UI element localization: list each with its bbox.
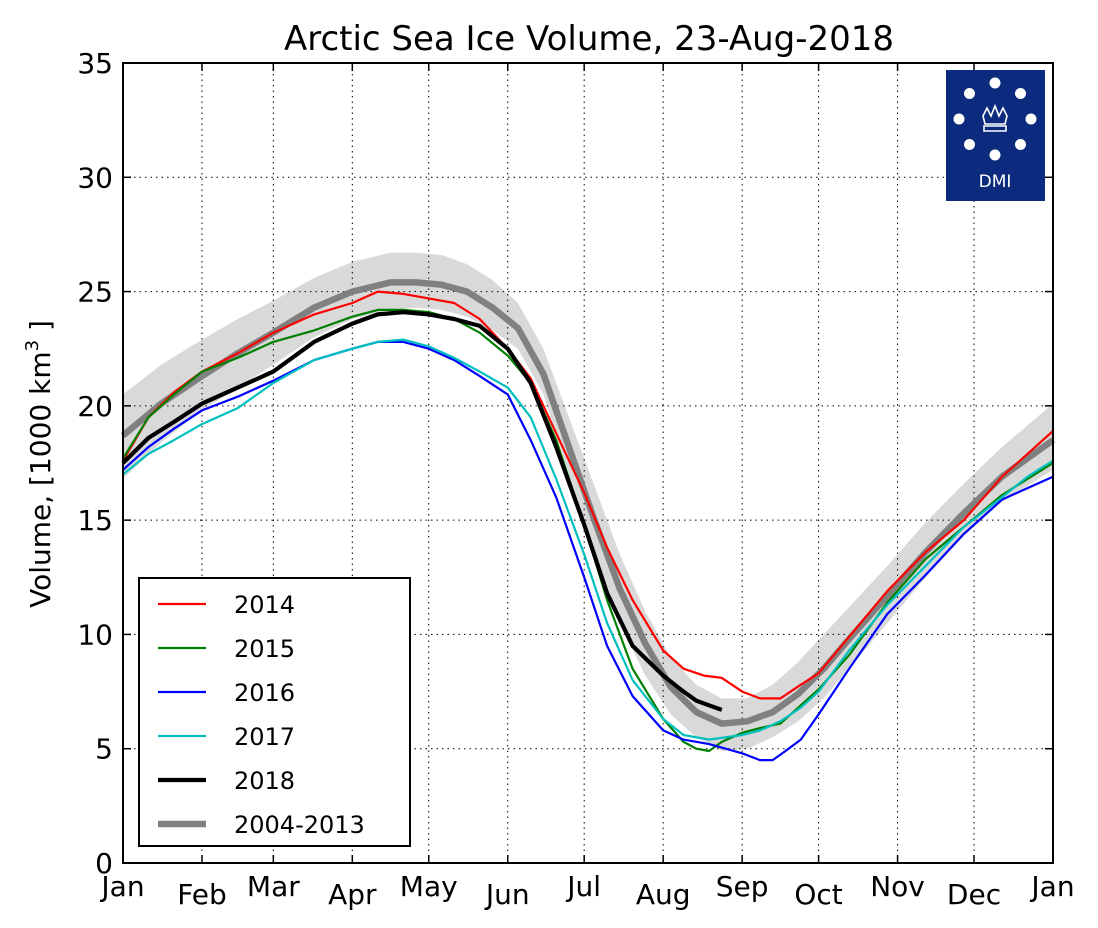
y-axis-label-end: ]: [24, 320, 57, 340]
logo-dot: [989, 77, 1001, 89]
series-line-2014: [122, 290, 1054, 700]
tick-layer: 0 5 10 15 20 25 30 35 Jan Feb Mar Apr May Jun Jul Aug Se…: [77, 47, 1074, 911]
x-tick-label: Jul: [565, 870, 601, 903]
x-tick-label: Jun: [484, 878, 530, 911]
x-tick-label: Dec: [947, 878, 1001, 911]
y-axis-label-sup: 3: [22, 340, 43, 351]
legend-frame: [138, 577, 411, 847]
legend-label-2015: 2015: [234, 635, 295, 663]
x-tick-label: Oct: [794, 878, 842, 911]
dmi-logo-dots: [953, 77, 1037, 161]
logo-dot: [989, 149, 1001, 161]
logo-dot: [1015, 139, 1026, 150]
y-tick-label: 5: [95, 733, 113, 766]
logo-dot: [1015, 88, 1026, 99]
legend-label-2018: 2018: [234, 767, 295, 795]
y-tick-label: 15: [77, 504, 113, 537]
logo-dot: [964, 139, 975, 150]
dmi-logo-text: DMI: [979, 172, 1012, 192]
logo-dot: [1025, 113, 1037, 125]
y-tick-label: 0: [95, 847, 113, 880]
x-tick-label: Sep: [716, 870, 769, 903]
series-layer: [120, 279, 1055, 762]
x-tick-label: May: [400, 870, 458, 903]
series-line-2015: [122, 308, 1054, 753]
dmi-logo-background: [946, 70, 1045, 201]
y-axis-label: Volume, [1000 km3 ]: [22, 320, 57, 608]
logo-dot: [953, 113, 965, 125]
logo-dot: [964, 88, 975, 99]
series-line-2017: [122, 338, 1054, 741]
y-tick-label: 35: [77, 47, 113, 80]
y-tick-label: 30: [77, 161, 113, 194]
x-tick-label: Mar: [247, 870, 300, 903]
y-axis-label-main: Volume, [1000 km: [24, 351, 57, 608]
legend-label-2004-2013: 2004-2013: [234, 811, 365, 839]
series-line-2004-2013: [120, 279, 1055, 727]
crown-icon: [982, 103, 1008, 132]
legend-label-2014: 2014: [234, 591, 295, 619]
y-tick-label: 20: [77, 390, 113, 423]
x-tick-label: Aug: [636, 878, 691, 911]
legend-label-2016: 2016: [234, 679, 295, 707]
dmi-logo: DMI: [946, 70, 1045, 201]
x-tick-label: Feb: [177, 878, 227, 911]
x-tick-label: Jan: [1029, 870, 1074, 903]
series-line-2018: [121, 310, 723, 712]
chart-title: Arctic Sea Ice Volume, 23-Aug-2018: [284, 19, 894, 59]
y-tick-label: 10: [77, 618, 113, 651]
legend-label-2017: 2017: [234, 723, 295, 751]
x-tick-label: Apr: [328, 878, 377, 911]
plot-frame: [122, 62, 1054, 864]
legend: 2014 2015 2016 2017 2018 2004-2013: [138, 577, 411, 847]
y-tick-label: 25: [77, 276, 113, 309]
x-tick-label: Jan: [99, 870, 144, 903]
x-tick-label: Nov: [870, 870, 925, 903]
